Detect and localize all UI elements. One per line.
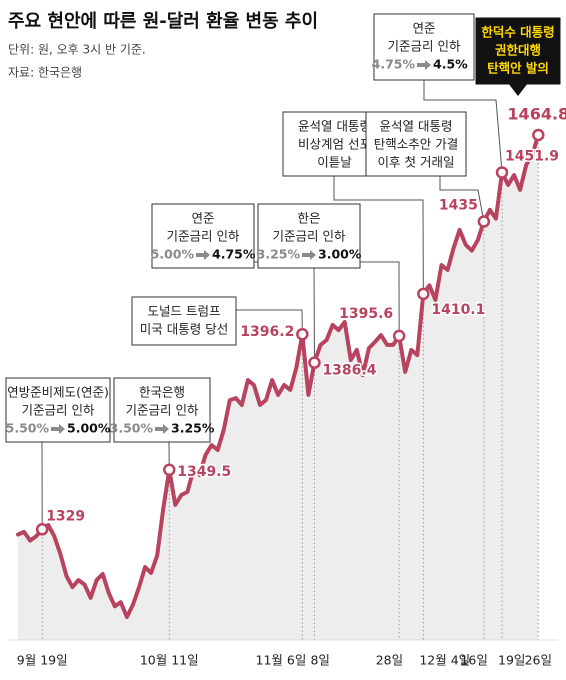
x-tick-label: 28일 <box>376 653 403 668</box>
annotation-box <box>131 296 237 346</box>
annotation-text: 윤석열 대통령 <box>298 119 371 134</box>
chart-title: 주요 현안에 따른 원-달러 환율 변동 추이 <box>8 10 318 32</box>
rate-from: 3.50% <box>110 421 154 436</box>
line <box>16 133 541 619</box>
annotation-text: 기준금리 인하 <box>273 229 346 244</box>
leader-line <box>236 309 303 335</box>
point-marker <box>495 166 509 179</box>
x-tick-label: 16일 <box>460 653 487 668</box>
annotation-text: 도널드 트럼프 <box>148 304 221 319</box>
point-marker <box>308 356 321 369</box>
point-marker <box>477 215 491 228</box>
annotation-box <box>151 203 255 269</box>
rate-from: 4.75% <box>372 57 416 72</box>
point-marker <box>35 523 49 536</box>
rate-arrow <box>302 250 316 260</box>
annotation-box <box>5 377 111 443</box>
rate-from: 3.25% <box>257 247 301 262</box>
annotation-text: 권한대행 <box>495 43 541 58</box>
point-marker <box>392 329 406 343</box>
annotation-box <box>257 203 361 269</box>
leader-line <box>333 176 424 294</box>
rate-from: 5.50% <box>6 421 50 436</box>
annotation-text: 기준금리 인하 <box>167 229 240 244</box>
x-tick-label: 8일 <box>310 653 329 668</box>
x-tick-label: 26일 <box>525 653 552 668</box>
annotation-box <box>365 111 467 177</box>
value-label: 1395.6 <box>339 306 393 322</box>
rate-arrow <box>51 424 65 434</box>
x-tick-label: 9월 19일 <box>17 653 68 668</box>
annotation-text: 윤석열 대통령 <box>380 119 453 134</box>
annotation-text: 한은 <box>297 211 320 226</box>
value-label: 1410.1 <box>431 302 485 318</box>
annotation-text: 한국은행 <box>139 385 185 400</box>
leader-line <box>360 261 400 336</box>
rate-to: 3.25% <box>171 421 215 436</box>
annotation-text: 연방준비제도(연준) <box>7 385 109 400</box>
chart-subtitle: 단위: 원, 오후 3시 반 기준. <box>8 43 146 57</box>
point-marker <box>417 287 430 301</box>
rate-arrow <box>196 250 210 260</box>
rate-arrow <box>155 424 169 434</box>
value-label: 1329 <box>46 508 85 524</box>
rate-to: 5.00% <box>67 421 111 436</box>
leader-line <box>423 80 503 173</box>
value-label: 1451.9 <box>505 148 559 164</box>
annotation-text: 이튿날 <box>317 155 352 170</box>
leader-line <box>439 176 485 222</box>
annotation-text: 한덕수 대통령 <box>481 25 554 40</box>
x-tick-label: 12월 4일 <box>419 653 470 668</box>
annotation-text: 이후 첫 거래일 <box>378 155 455 170</box>
value-label: 1349.5 <box>177 464 231 480</box>
point-marker <box>532 128 545 142</box>
annotation-text: 연준 <box>412 21 435 36</box>
annotation-text: 탄핵안 발의 <box>487 61 549 76</box>
area <box>18 135 539 640</box>
x-tick-label: 10월 11일 <box>140 653 199 668</box>
annotation-box <box>475 17 561 85</box>
value-label: 1464.8 <box>507 105 566 124</box>
x-tick-label: 19일 <box>498 653 525 668</box>
annotation-text: 미국 대통령 당선 <box>140 322 228 337</box>
rate-to: 4.75% <box>212 247 256 262</box>
point-marker <box>296 327 309 341</box>
annotation-box <box>373 13 475 81</box>
annotation-text: 기준금리 인하 <box>388 39 461 54</box>
chart-source: 자료: 한국은행 <box>8 65 82 80</box>
value-label: 1435 <box>439 198 478 214</box>
annotation-text: 탄핵소추안 가결 <box>374 137 458 152</box>
x-tick-label: 11월 6일 <box>256 653 307 668</box>
rate-from: 5.00% <box>151 247 195 262</box>
annotation-box <box>113 377 211 443</box>
point-marker <box>163 463 176 477</box>
value-label: 1396.2 <box>240 324 294 340</box>
rate-arrow <box>417 60 431 70</box>
annotation-text: 기준금리 인하 <box>126 403 199 418</box>
annotation-text: 기준금리 인하 <box>22 403 95 418</box>
pointer <box>508 83 528 96</box>
annotation-text: 비상계엄 선포 <box>298 137 371 152</box>
rate-to: 3.00% <box>318 247 362 262</box>
annotation-text: 연준 <box>191 211 214 226</box>
value-label: 1386.4 <box>322 363 376 379</box>
rate-to: 4.5% <box>433 57 468 72</box>
